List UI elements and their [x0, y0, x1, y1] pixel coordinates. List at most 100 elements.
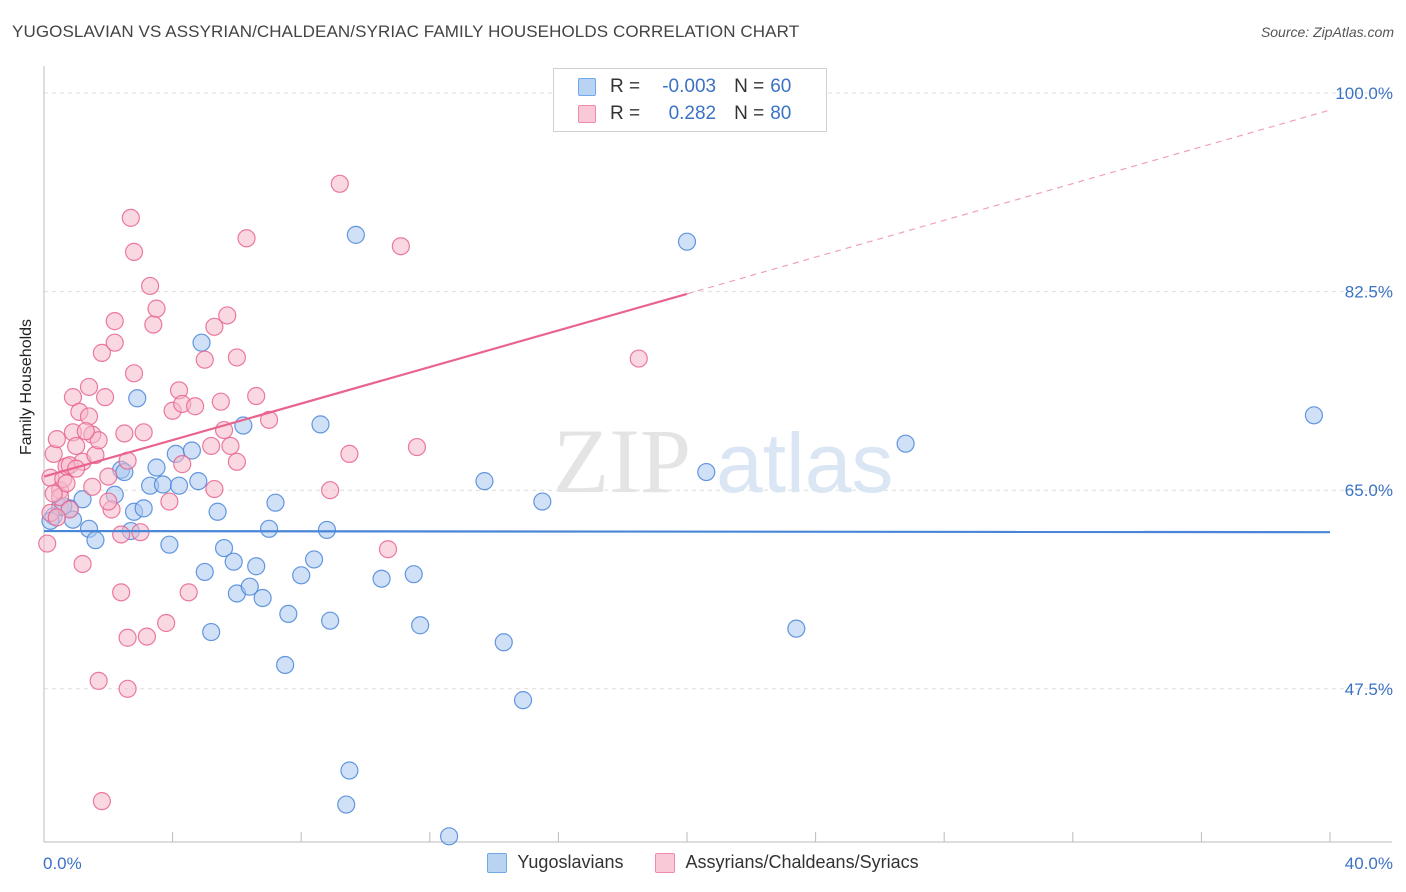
data-point [224, 552, 243, 571]
data-point [240, 577, 259, 596]
data-point [147, 299, 166, 318]
data-point [147, 458, 166, 477]
data-point [391, 237, 410, 256]
data-point [372, 569, 391, 588]
data-point [73, 554, 92, 574]
data-point [192, 333, 211, 352]
x-tick-label: 0.0% [43, 854, 82, 873]
data-point [787, 619, 806, 638]
legend-row-yugoslavians: R = -0.003 N = 60 [578, 75, 791, 99]
legend-swatch-blue [578, 78, 596, 96]
data-point [276, 655, 295, 675]
data-point [173, 455, 192, 474]
data-point [160, 535, 179, 554]
data-point [57, 474, 76, 493]
data-point [169, 476, 189, 495]
data-point [494, 633, 513, 652]
tick-labels: 47.5% 65.0% 82.5% 100.0% 0.0% 40.0% [43, 84, 1393, 873]
data-point [112, 583, 131, 602]
data-point [118, 628, 137, 647]
data-point [247, 557, 266, 576]
data-point [121, 208, 140, 227]
trend-lines [43, 109, 1331, 534]
data-point [95, 388, 115, 407]
trend-line-assyrians [43, 292, 688, 478]
data-point [79, 407, 99, 426]
data-point [44, 444, 63, 463]
legend-r-label: R = [610, 76, 641, 97]
data-point [189, 472, 208, 491]
y-tick-label: 65.0% [1345, 481, 1393, 500]
data-point [311, 415, 330, 434]
data-point [205, 479, 224, 499]
data-point [513, 691, 533, 710]
trend-line-assyrians-extension [686, 109, 1331, 295]
data-point [105, 333, 124, 352]
legend-swatch-blue [487, 852, 508, 873]
data-point [47, 508, 66, 527]
data-point [321, 611, 340, 630]
y-tick-label: 82.5% [1345, 283, 1393, 302]
data-point [227, 452, 246, 471]
data-point [124, 242, 144, 261]
legend-swatch-pink [578, 105, 596, 123]
data-point [259, 410, 279, 429]
watermark-zip: ZIP [553, 410, 691, 512]
watermark-atlas: atlas [716, 416, 893, 510]
data-point [697, 462, 716, 482]
data-point [112, 525, 131, 544]
legend-label: Yugoslavians [517, 852, 624, 872]
data-point [475, 472, 494, 491]
series-legend: Yugoslavians Assyrians/Chaldeans/Syriacs [0, 852, 1406, 873]
data-point [179, 583, 198, 602]
data-point [221, 436, 240, 456]
legend-item-assyrians: Assyrians/Chaldeans/Syriacs [655, 852, 919, 873]
legend-n-value: 60 [770, 76, 792, 97]
data-point [439, 827, 459, 846]
data-point [208, 502, 227, 521]
chart-source: Source: ZipAtlas.com [1260, 24, 1394, 40]
legend-r-label: R = [610, 103, 641, 124]
data-point [115, 424, 134, 443]
legend-r-value: 0.282 [668, 103, 717, 124]
data-point [128, 389, 147, 408]
data-point [321, 481, 340, 500]
data-point [266, 493, 285, 512]
data-point [92, 343, 111, 362]
data-point [86, 531, 105, 550]
data-point [89, 671, 108, 690]
x-tick-label: 40.0% [1345, 854, 1393, 873]
data-point [211, 392, 230, 411]
data-point [205, 317, 224, 336]
data-point [134, 423, 153, 442]
data-point [404, 565, 423, 584]
data-point [237, 229, 256, 248]
data-point [247, 386, 266, 406]
legend-n-label: N = [734, 76, 765, 97]
data-point [330, 174, 349, 193]
data-point [118, 679, 137, 698]
data-point [195, 562, 214, 582]
y-tick-label: 47.5% [1345, 680, 1393, 699]
legend-n-value: 80 [770, 103, 792, 124]
legend-item-yugoslavians: Yugoslavians [487, 852, 623, 873]
data-point [253, 588, 272, 608]
data-point [195, 350, 214, 369]
data-point [186, 397, 205, 416]
data-point [677, 232, 697, 251]
legend-label: Assyrians/Chaldeans/Syriacs [685, 852, 919, 872]
y-tick-label: 100.0% [1335, 84, 1393, 103]
data-point [67, 436, 86, 456]
data-point [533, 492, 552, 511]
data-point [99, 467, 118, 486]
data-point [144, 315, 163, 334]
data-point [202, 436, 221, 456]
data-point [202, 622, 221, 642]
data-point [346, 225, 365, 244]
data-point [1304, 406, 1324, 425]
data-point [292, 566, 311, 585]
legend-swatch-pink [655, 852, 676, 873]
data-point [153, 475, 173, 494]
legend-r-value: -0.003 [662, 76, 717, 97]
